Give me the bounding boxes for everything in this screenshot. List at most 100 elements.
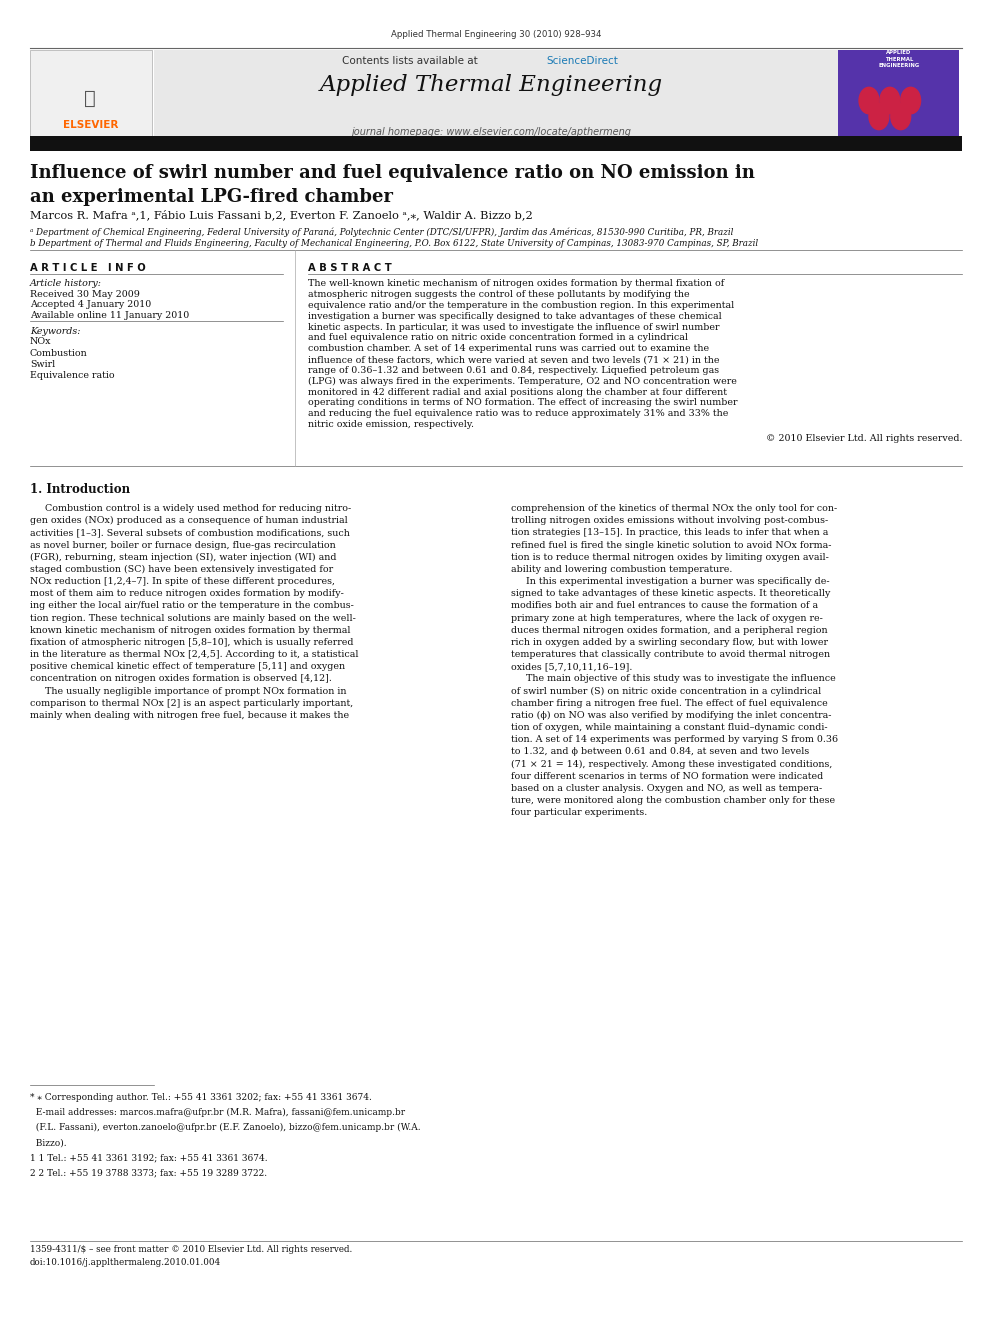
Text: investigation a burner was specifically designed to take advantages of these che: investigation a burner was specifically … — [308, 312, 721, 320]
Text: ture, were monitored along the combustion chamber only for these: ture, were monitored along the combustio… — [511, 796, 835, 806]
Text: trolling nitrogen oxides emissions without involving post-combus-: trolling nitrogen oxides emissions witho… — [511, 516, 828, 525]
Text: APPLIED
THERMAL
ENGINEERING: APPLIED THERMAL ENGINEERING — [878, 50, 920, 69]
Text: in the literature as thermal NOx [2,4,5]. According to it, a statistical: in the literature as thermal NOx [2,4,5]… — [30, 650, 358, 659]
Text: and reducing the fuel equivalence ratio was to reduce approximately 31% and 33% : and reducing the fuel equivalence ratio … — [308, 409, 728, 418]
Text: The well-known kinetic mechanism of nitrogen oxides formation by thermal fixatio: The well-known kinetic mechanism of nitr… — [308, 279, 724, 288]
Text: A R T I C L E   I N F O: A R T I C L E I N F O — [30, 263, 146, 274]
Text: A B S T R A C T: A B S T R A C T — [308, 263, 391, 274]
Text: In this experimental investigation a burner was specifically de-: In this experimental investigation a bur… — [511, 577, 829, 586]
Text: tion is to reduce thermal nitrogen oxides by limiting oxygen avail-: tion is to reduce thermal nitrogen oxide… — [511, 553, 828, 562]
Text: (71 × 21 = 14), respectively. Among these investigated conditions,: (71 × 21 = 14), respectively. Among thes… — [511, 759, 832, 769]
Text: and fuel equivalence ratio on nitric oxide concentration formed in a cylindrical: and fuel equivalence ratio on nitric oxi… — [308, 333, 687, 343]
Text: activities [1–3]. Several subsets of combustion modifications, such: activities [1–3]. Several subsets of com… — [30, 528, 349, 537]
Text: concentration on nitrogen oxides formation is observed [4,12].: concentration on nitrogen oxides formati… — [30, 675, 331, 684]
Text: 2 2 Tel.: +55 19 3788 3373; fax: +55 19 3289 3722.: 2 2 Tel.: +55 19 3788 3373; fax: +55 19 … — [30, 1170, 267, 1177]
Text: tion of oxygen, while maintaining a constant fluid–dynamic condi-: tion of oxygen, while maintaining a cons… — [511, 724, 827, 732]
Text: The main objective of this study was to investigate the influence: The main objective of this study was to … — [511, 675, 835, 684]
Text: signed to take advantages of these kinetic aspects. It theoretically: signed to take advantages of these kinet… — [511, 589, 830, 598]
Text: an experimental LPG-fired chamber: an experimental LPG-fired chamber — [30, 188, 393, 206]
Text: rich in oxygen added by a swirling secondary flow, but with lower: rich in oxygen added by a swirling secon… — [511, 638, 828, 647]
Text: combustion chamber. A set of 14 experimental runs was carried out to examine the: combustion chamber. A set of 14 experime… — [308, 344, 708, 353]
Text: four particular experiments.: four particular experiments. — [511, 808, 647, 818]
Text: ratio (ϕ) on NO was also verified by modifying the inlet concentra-: ratio (ϕ) on NO was also verified by mod… — [511, 710, 831, 720]
Text: tion strategies [13–15]. In practice, this leads to infer that when a: tion strategies [13–15]. In practice, th… — [511, 528, 828, 537]
Circle shape — [859, 87, 879, 114]
Text: Applied Thermal Engineering: Applied Thermal Engineering — [319, 74, 663, 97]
Text: ability and lowering combustion temperature.: ability and lowering combustion temperat… — [511, 565, 732, 574]
Text: most of them aim to reduce nitrogen oxides formation by modify-: most of them aim to reduce nitrogen oxid… — [30, 589, 343, 598]
Text: four different scenarios in terms of NO formation were indicated: four different scenarios in terms of NO … — [511, 771, 823, 781]
Text: 1359-4311/$ – see front matter © 2010 Elsevier Ltd. All rights reserved.: 1359-4311/$ – see front matter © 2010 El… — [30, 1245, 352, 1254]
Text: ELSEVIER: ELSEVIER — [62, 119, 118, 130]
Text: Article history:: Article history: — [30, 279, 102, 288]
Text: (LPG) was always fired in the experiments. Temperature, O2 and NO concentration : (LPG) was always fired in the experiment… — [308, 377, 736, 386]
Text: (F.L. Fassani), everton.zanoelo@ufpr.br (E.F. Zanoelo), bizzo@fem.unicamp.br (W.: (F.L. Fassani), everton.zanoelo@ufpr.br … — [30, 1123, 421, 1132]
Text: influence of these factors, which were varied at seven and two levels (71 × 21) : influence of these factors, which were v… — [308, 355, 719, 364]
Text: kinetic aspects. In particular, it was used to investigate the influence of swir: kinetic aspects. In particular, it was u… — [308, 323, 719, 332]
Text: Available online 11 January 2010: Available online 11 January 2010 — [30, 311, 189, 320]
Bar — [30, 50, 152, 136]
Text: The usually negligible importance of prompt NOx formation in: The usually negligible importance of pro… — [30, 687, 346, 696]
Text: * ⁎ Corresponding author. Tel.: +55 41 3361 3202; fax: +55 41 3361 3674.: * ⁎ Corresponding author. Tel.: +55 41 3… — [30, 1093, 372, 1102]
Text: Applied Thermal Engineering 30 (2010) 928–934: Applied Thermal Engineering 30 (2010) 92… — [391, 30, 601, 40]
Text: fixation of atmospheric nitrogen [5,8–10], which is usually referred: fixation of atmospheric nitrogen [5,8–10… — [30, 638, 353, 647]
Text: b Department of Thermal and Fluids Engineering, Faculty of Mechanical Engineerin: b Department of Thermal and Fluids Engin… — [30, 239, 758, 249]
Text: ᵃ Department of Chemical Engineering, Federal University of Paraná, Polytechnic : ᵃ Department of Chemical Engineering, Fe… — [30, 228, 733, 237]
Circle shape — [901, 87, 921, 114]
Text: modifies both air and fuel entrances to cause the formation of a: modifies both air and fuel entrances to … — [511, 602, 818, 610]
Text: ing either the local air/fuel ratio or the temperature in the combus-: ing either the local air/fuel ratio or t… — [30, 602, 353, 610]
Circle shape — [891, 103, 911, 130]
Text: tion. A set of 14 experiments was performed by varying S from 0.36: tion. A set of 14 experiments was perfor… — [511, 736, 838, 745]
Text: Marcos R. Mafra ᵃ,1, Fábio Luis Fassani b,2, Everton F. Zanoelo ᵃ,⁎, Waldir A. B: Marcos R. Mafra ᵃ,1, Fábio Luis Fassani … — [30, 209, 533, 220]
Circle shape — [869, 103, 889, 130]
Text: operating conditions in terms of NO formation. The effect of increasing the swir: operating conditions in terms of NO form… — [308, 398, 737, 407]
Text: oxides [5,7,10,11,16–19].: oxides [5,7,10,11,16–19]. — [511, 663, 632, 671]
Text: Influence of swirl number and fuel equivalence ratio on NO emission in: Influence of swirl number and fuel equiv… — [30, 164, 755, 183]
Text: 🌲: 🌲 — [84, 89, 96, 107]
Text: staged combustion (SC) have been extensively investigated for: staged combustion (SC) have been extensi… — [30, 565, 333, 574]
Text: Received 30 May 2009: Received 30 May 2009 — [30, 290, 140, 299]
Text: Contents lists available at: Contents lists available at — [342, 56, 481, 66]
Text: of swirl number (S) on nitric oxide concentration in a cylindrical: of swirl number (S) on nitric oxide conc… — [511, 687, 821, 696]
Text: Swirl: Swirl — [30, 360, 55, 369]
Text: E-mail addresses: marcos.mafra@ufpr.br (M.R. Mafra), fassani@fem.unicamp.br: E-mail addresses: marcos.mafra@ufpr.br (… — [30, 1109, 405, 1117]
Text: (FGR), reburning, steam injection (SI), water injection (WI) and: (FGR), reburning, steam injection (SI), … — [30, 553, 336, 562]
Text: duces thermal nitrogen oxides formation, and a peripheral region: duces thermal nitrogen oxides formation,… — [511, 626, 827, 635]
Text: © 2010 Elsevier Ltd. All rights reserved.: © 2010 Elsevier Ltd. All rights reserved… — [766, 434, 962, 443]
Text: NOx: NOx — [30, 337, 52, 347]
Text: Equivalence ratio: Equivalence ratio — [30, 370, 114, 380]
Text: 1 1 Tel.: +55 41 3361 3192; fax: +55 41 3361 3674.: 1 1 Tel.: +55 41 3361 3192; fax: +55 41 … — [30, 1154, 268, 1163]
Text: doi:10.1016/j.applthermaleng.2010.01.004: doi:10.1016/j.applthermaleng.2010.01.004 — [30, 1258, 221, 1267]
Bar — [838, 50, 959, 136]
Text: nitric oxide emission, respectively.: nitric oxide emission, respectively. — [308, 421, 473, 429]
Bar — [30, 136, 962, 151]
Text: comprehension of the kinetics of thermal NOx the only tool for con-: comprehension of the kinetics of thermal… — [511, 504, 837, 513]
Bar — [154, 50, 838, 136]
Text: chamber firing a nitrogen free fuel. The effect of fuel equivalence: chamber firing a nitrogen free fuel. The… — [511, 699, 827, 708]
Text: based on a cluster analysis. Oxygen and NO, as well as tempera-: based on a cluster analysis. Oxygen and … — [511, 785, 822, 792]
Text: known kinetic mechanism of nitrogen oxides formation by thermal: known kinetic mechanism of nitrogen oxid… — [30, 626, 350, 635]
Text: monitored in 42 different radial and axial positions along the chamber at four d: monitored in 42 different radial and axi… — [308, 388, 726, 397]
Text: to 1.32, and ϕ between 0.61 and 0.84, at seven and two levels: to 1.32, and ϕ between 0.61 and 0.84, at… — [511, 747, 809, 757]
Text: 1. Introduction: 1. Introduction — [30, 483, 130, 496]
Text: journal homepage: www.elsevier.com/locate/apthermeng: journal homepage: www.elsevier.com/locat… — [351, 127, 631, 138]
Text: NOx reduction [1,2,4–7]. In spite of these different procedures,: NOx reduction [1,2,4–7]. In spite of the… — [30, 577, 334, 586]
Text: Combustion: Combustion — [30, 348, 87, 357]
Text: refined fuel is fired the single kinetic solution to avoid NOx forma-: refined fuel is fired the single kinetic… — [511, 541, 831, 549]
Text: temperatures that classically contribute to avoid thermal nitrogen: temperatures that classically contribute… — [511, 650, 830, 659]
Text: gen oxides (NOx) produced as a consequence of human industrial: gen oxides (NOx) produced as a consequen… — [30, 516, 347, 525]
Circle shape — [880, 87, 900, 114]
Text: Keywords:: Keywords: — [30, 327, 80, 336]
Text: primary zone at high temperatures, where the lack of oxygen re-: primary zone at high temperatures, where… — [511, 614, 822, 623]
Text: mainly when dealing with nitrogen free fuel, because it makes the: mainly when dealing with nitrogen free f… — [30, 710, 349, 720]
Text: Bizzo).: Bizzo). — [30, 1138, 66, 1147]
Text: Combustion control is a widely used method for reducing nitro-: Combustion control is a widely used meth… — [30, 504, 351, 513]
Text: Accepted 4 January 2010: Accepted 4 January 2010 — [30, 300, 151, 310]
Text: equivalence ratio and/or the temperature in the combustion region. In this exper: equivalence ratio and/or the temperature… — [308, 300, 734, 310]
Text: positive chemical kinetic effect of temperature [5,11] and oxygen: positive chemical kinetic effect of temp… — [30, 663, 345, 671]
Text: as novel burner, boiler or furnace design, flue-gas recirculation: as novel burner, boiler or furnace desig… — [30, 541, 335, 549]
Text: tion region. These technical solutions are mainly based on the well-: tion region. These technical solutions a… — [30, 614, 356, 623]
Text: atmospheric nitrogen suggests the control of these pollutants by modifying the: atmospheric nitrogen suggests the contro… — [308, 290, 689, 299]
Text: range of 0.36–1.32 and between 0.61 and 0.84, respectively. Liquefied petroleum : range of 0.36–1.32 and between 0.61 and … — [308, 366, 718, 374]
Text: ScienceDirect: ScienceDirect — [547, 56, 618, 66]
